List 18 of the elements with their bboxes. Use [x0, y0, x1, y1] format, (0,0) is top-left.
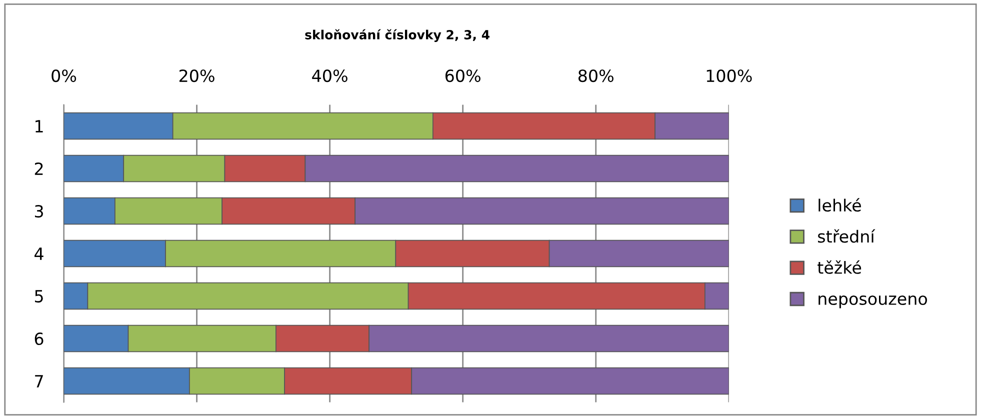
x-tick-label: 20% — [179, 69, 214, 82]
legend-label: lehké — [818, 198, 861, 212]
x-tick-label: 80% — [578, 69, 614, 82]
y-tick-label: 3 — [34, 204, 43, 218]
y-tick-label: 1 — [36, 120, 43, 132]
y-tick-label: 2 — [34, 162, 43, 175]
x-tick-label: 0% — [52, 69, 76, 82]
x-tick-label: 60% — [445, 69, 480, 82]
x-tick-label: 40% — [312, 69, 348, 82]
x-tick-label: 100% — [706, 69, 752, 82]
chart-title: skloňování číslovky 2, 3, 4 — [305, 29, 490, 42]
y-tick-label: 4 — [34, 248, 44, 260]
y-tick-label: 6 — [34, 332, 44, 346]
legend-label: střední — [818, 229, 876, 243]
y-tick-label: 5 — [35, 290, 43, 303]
legend-label: těžké — [818, 260, 862, 274]
y-tick-label: 7 — [35, 375, 43, 388]
legend-label: neposouzeno — [818, 295, 927, 308]
